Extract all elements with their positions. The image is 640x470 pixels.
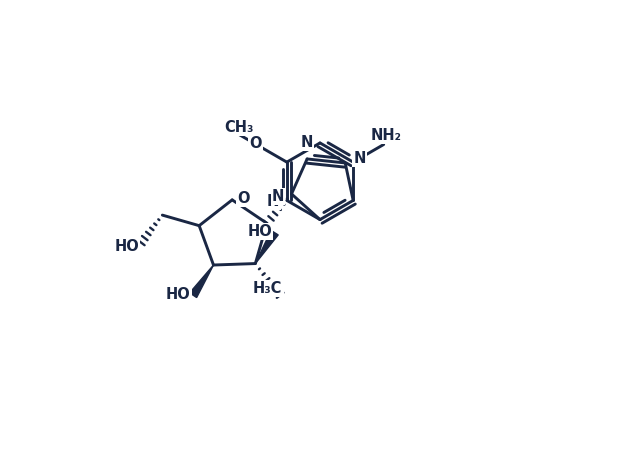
Text: O: O bbox=[237, 191, 250, 206]
Text: HO: HO bbox=[248, 224, 272, 239]
Text: O: O bbox=[249, 136, 262, 151]
Text: HO: HO bbox=[114, 239, 139, 254]
Text: NH₂: NH₂ bbox=[371, 128, 401, 143]
Text: N: N bbox=[271, 189, 284, 204]
Text: N: N bbox=[354, 151, 366, 166]
Polygon shape bbox=[189, 265, 214, 298]
Text: CH₃: CH₃ bbox=[224, 119, 253, 134]
Polygon shape bbox=[255, 230, 278, 264]
Text: H₃C: H₃C bbox=[253, 281, 282, 296]
Text: HO: HO bbox=[166, 287, 191, 302]
Text: N: N bbox=[267, 194, 279, 209]
Text: N: N bbox=[300, 134, 312, 149]
